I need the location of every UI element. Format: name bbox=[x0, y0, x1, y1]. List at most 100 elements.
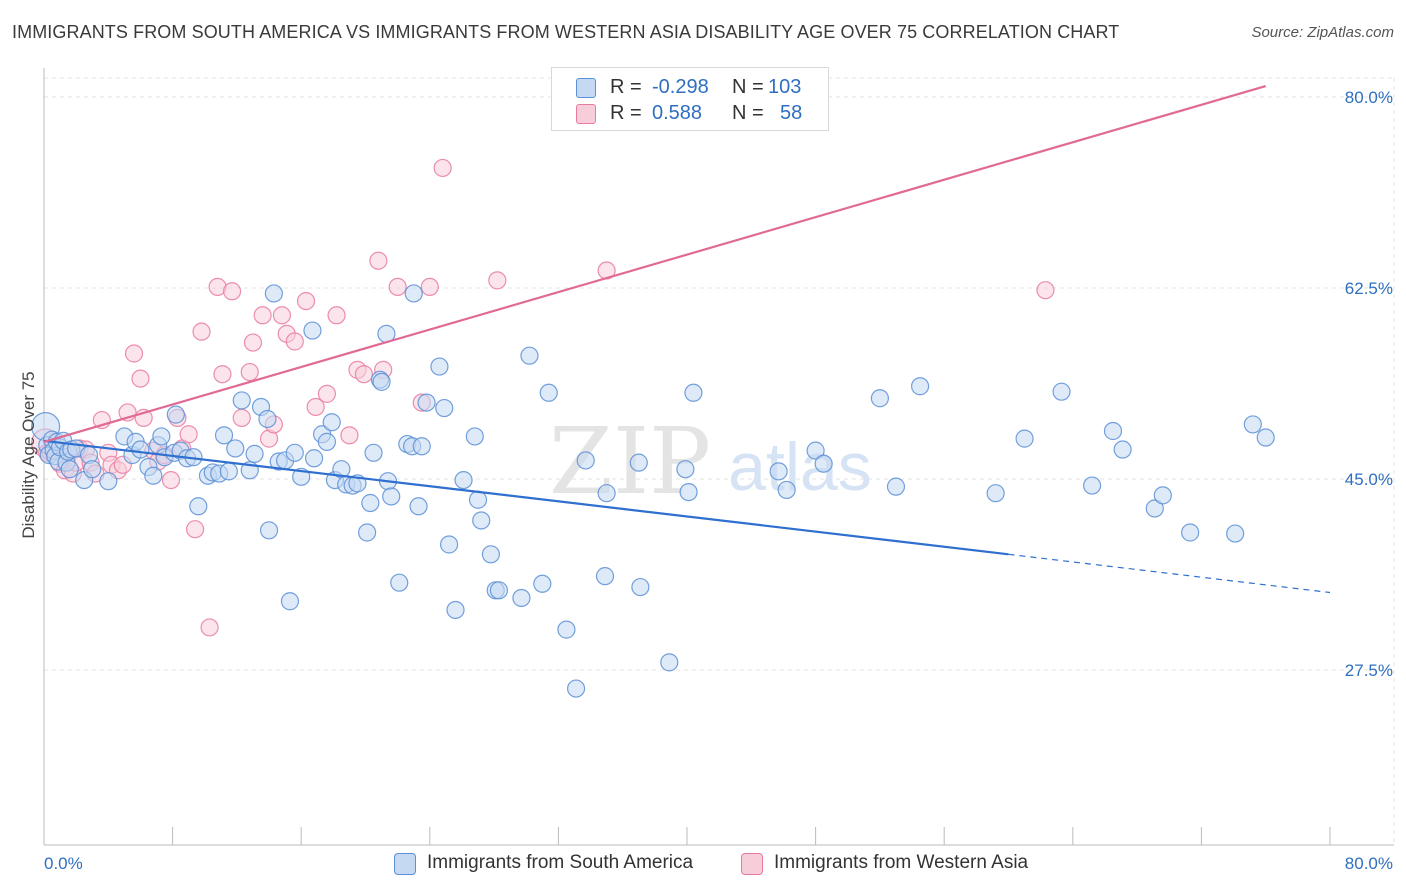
data-point-south-america bbox=[910, 377, 930, 396]
series-south-america-points bbox=[31, 284, 1275, 698]
trend-line-south-america bbox=[43, 439, 1009, 556]
legend-n-label: N = bbox=[732, 76, 764, 98]
data-point-western-asia bbox=[285, 332, 304, 351]
data-point-south-america bbox=[1226, 524, 1245, 543]
data-point-western-asia bbox=[272, 306, 292, 325]
trend-lines bbox=[43, 85, 1331, 594]
data-point-western-asia bbox=[488, 271, 507, 290]
data-point-south-america bbox=[439, 535, 459, 554]
data-point-south-america bbox=[512, 588, 531, 608]
data-point-south-america bbox=[660, 653, 679, 672]
data-point-south-america bbox=[258, 409, 277, 429]
y-tick-label: 62.5% bbox=[1345, 279, 1393, 298]
data-point-south-america bbox=[166, 405, 185, 424]
data-point-western-asia bbox=[253, 306, 272, 325]
data-point-western-asia bbox=[213, 365, 232, 384]
source-label: Source: ZipAtlas.com bbox=[1251, 24, 1394, 41]
data-point-south-america bbox=[468, 490, 488, 509]
data-point-south-america bbox=[576, 451, 595, 470]
data-point-south-america bbox=[404, 284, 423, 303]
data-point-south-america bbox=[245, 444, 264, 463]
data-point-south-america bbox=[1145, 499, 1164, 518]
stats-legend: R = -0.298 N = 103 R = 0.588 N = 58 bbox=[551, 67, 829, 131]
data-point-south-america bbox=[219, 462, 238, 481]
data-point-western-asia bbox=[161, 470, 181, 490]
data-point-south-america bbox=[1181, 523, 1200, 542]
data-point-western-asia bbox=[1036, 281, 1055, 300]
legend-n-label: N = bbox=[732, 102, 764, 124]
bottom-legend-label: Immigrants from South America bbox=[427, 852, 694, 873]
data-point-western-asia bbox=[433, 158, 452, 178]
data-point-western-asia bbox=[243, 333, 263, 352]
legend-swatch-blue bbox=[576, 78, 596, 98]
tick-labels: 27.5% 45.0% 62.5% 80.0% 0.0% 80.0% bbox=[44, 88, 1393, 873]
data-point-south-america bbox=[83, 460, 102, 479]
data-point-south-america bbox=[390, 573, 409, 592]
data-point-south-america bbox=[533, 574, 552, 593]
data-point-western-asia bbox=[222, 282, 242, 301]
grid-lines bbox=[44, 77, 1395, 845]
data-point-western-asia bbox=[340, 426, 359, 445]
data-point-south-america bbox=[472, 511, 491, 530]
data-point-south-america bbox=[566, 679, 586, 698]
data-point-south-america bbox=[322, 413, 341, 432]
data-point-south-america bbox=[684, 383, 703, 402]
legend-r-value: 0.588 bbox=[652, 102, 703, 124]
data-point-south-america bbox=[489, 581, 509, 600]
data-point-south-america bbox=[382, 487, 401, 506]
data-point-south-america bbox=[317, 432, 337, 451]
data-point-western-asia bbox=[240, 362, 259, 382]
data-point-south-america bbox=[597, 484, 616, 503]
data-point-south-america bbox=[417, 393, 436, 412]
data-point-south-america bbox=[1243, 415, 1262, 434]
data-point-south-america bbox=[99, 472, 118, 491]
data-point-south-america bbox=[870, 389, 890, 408]
data-point-south-america bbox=[372, 372, 391, 391]
bottom-legend-swatch-pink bbox=[741, 853, 763, 875]
data-point-south-america bbox=[189, 497, 208, 516]
data-point-south-america bbox=[481, 545, 500, 564]
legend-swatch-pink bbox=[576, 104, 596, 124]
y-tick-label: 27.5% bbox=[1345, 661, 1393, 680]
data-point-western-asia bbox=[131, 369, 150, 388]
data-point-south-america bbox=[226, 439, 245, 458]
data-point-south-america bbox=[814, 454, 833, 473]
x-tick-label-min: 0.0% bbox=[44, 854, 83, 873]
data-point-western-asia bbox=[420, 277, 439, 297]
legend-r-value: -0.298 bbox=[652, 76, 709, 98]
data-point-south-america bbox=[304, 449, 324, 468]
data-point-western-asia bbox=[186, 520, 205, 539]
data-point-south-america bbox=[1082, 476, 1102, 495]
bottom-legend-swatch-blue bbox=[394, 853, 416, 875]
data-point-western-asia bbox=[369, 251, 388, 270]
data-point-south-america bbox=[777, 480, 796, 500]
data-point-south-america bbox=[446, 600, 465, 620]
data-point-western-asia bbox=[327, 306, 346, 325]
chart-title: IMMIGRANTS FROM SOUTH AMERICA VS IMMIGRA… bbox=[12, 22, 1120, 42]
legend-r-label: R = bbox=[610, 102, 642, 124]
data-point-south-america bbox=[435, 398, 454, 418]
data-point-south-america bbox=[364, 443, 383, 462]
data-point-south-america bbox=[679, 482, 698, 502]
data-point-western-asia bbox=[388, 277, 407, 297]
data-point-south-america bbox=[60, 460, 79, 479]
x-tick-label-max: 80.0% bbox=[1345, 854, 1393, 873]
data-point-south-america bbox=[986, 484, 1005, 503]
data-point-western-asia bbox=[296, 291, 316, 311]
data-point-south-america bbox=[1153, 486, 1172, 505]
data-point-south-america bbox=[1052, 382, 1071, 401]
legend-r-label: R = bbox=[610, 76, 642, 98]
data-point-south-america bbox=[1113, 440, 1132, 459]
data-point-western-asia bbox=[192, 322, 211, 341]
data-point-south-america bbox=[806, 441, 825, 460]
y-axis-label: Disability Age Over 75 bbox=[19, 371, 38, 538]
data-point-south-america bbox=[152, 427, 171, 446]
bottom-legend-label: Immigrants from Western Asia bbox=[774, 852, 1029, 873]
data-point-south-america bbox=[557, 620, 576, 639]
data-point-south-america bbox=[131, 440, 150, 459]
data-point-south-america bbox=[1103, 421, 1123, 441]
y-tick-label: 80.0% bbox=[1345, 88, 1393, 107]
data-point-western-asia bbox=[200, 618, 219, 637]
data-point-south-america bbox=[769, 462, 788, 481]
